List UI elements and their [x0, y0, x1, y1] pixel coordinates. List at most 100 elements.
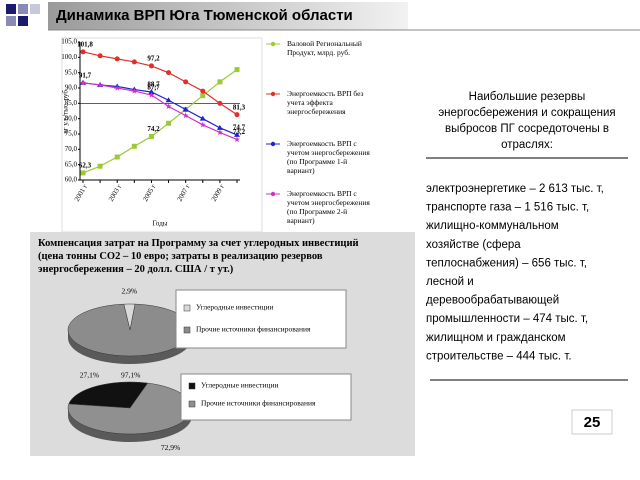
legend-box — [175, 289, 347, 349]
marker — [217, 100, 223, 106]
marker — [182, 106, 189, 112]
legend-swatch — [188, 382, 196, 390]
marker — [131, 143, 137, 149]
marker — [199, 121, 206, 128]
page-number-box — [571, 409, 613, 435]
legend-swatch — [183, 326, 191, 334]
pie-label: 97,1% — [121, 371, 140, 380]
marker — [233, 136, 241, 143]
legend-swatch — [183, 304, 191, 312]
legend-box — [180, 373, 352, 421]
legend-label: Энергоемкость ВРП без учета эффекта энерго… — [287, 89, 364, 116]
legend-swatch — [188, 400, 196, 408]
series-line — [82, 51, 238, 116]
marker — [148, 133, 154, 139]
data-label: 97,2 — [147, 55, 160, 63]
pie-label: 27,1% — [80, 371, 99, 380]
y-tick-label: 75,0 — [65, 130, 78, 138]
legend-label: Углеродные инвестиции — [201, 381, 278, 390]
panel-line: деревообрабатывающей — [426, 295, 559, 307]
marker — [234, 67, 240, 73]
panel-line: жилищно-коммунальном — [426, 220, 559, 232]
data-label: 74,2 — [147, 125, 160, 133]
marker — [183, 79, 189, 85]
marker — [199, 115, 206, 121]
pie-title: Компенсация затрат на Программу за счет … — [38, 238, 359, 275]
legend-box — [263, 136, 410, 180]
marker — [148, 91, 155, 98]
y-tick-label: 65,0 — [65, 160, 78, 168]
text-panel: Наибольшие резервы энергосбережения и сок… — [426, 91, 628, 381]
marker — [79, 79, 87, 86]
marker — [216, 129, 223, 136]
legend-label: Энергоемкость ВРП с учетом энергосбережен… — [287, 189, 370, 225]
pie-slice — [68, 381, 149, 409]
legend-label: Энергоемкость ВРП с учетом энергосбережен… — [287, 139, 370, 175]
panel-line: электроэнергетике – 2 613 тыс. т, — [426, 183, 604, 195]
marker — [114, 154, 120, 160]
marker — [234, 112, 240, 118]
marker — [216, 124, 223, 130]
panel-line: жилищном и гражданском — [426, 332, 566, 344]
series-line — [82, 69, 238, 174]
marker — [148, 88, 155, 94]
legend-marker — [270, 41, 276, 47]
panel-line: хозяйстве (сфера — [426, 239, 521, 251]
panel-line: строительстве – 444 тыс. т. — [426, 350, 572, 362]
series-line — [82, 82, 238, 136]
legend-label: Валовой Региональный Продукт, млрд. руб. — [287, 39, 362, 57]
marker — [80, 49, 86, 55]
panel-line: транспорте газа – 1 516 тыс. т, — [426, 202, 589, 214]
y-axis-title: кг у.т./тыс. руб. — [62, 88, 70, 134]
data-label: 73,2 — [233, 128, 246, 136]
pie-label: 2,9% — [122, 287, 138, 296]
marker — [234, 131, 240, 137]
legend-label: Углеродные инвестиции — [196, 303, 273, 312]
header-bar — [48, 2, 408, 30]
marker — [200, 93, 206, 99]
data-label: 87,7 — [147, 84, 160, 92]
data-label: 91,7 — [79, 71, 92, 79]
marker — [114, 56, 120, 62]
series-line — [82, 82, 238, 141]
marker — [97, 163, 103, 169]
marker — [166, 70, 172, 76]
legend-marker — [270, 141, 276, 147]
slide-title: Динамика ВРП Юга Тюменской области — [56, 7, 353, 24]
panel-line: теплоснабжения) – 656 тыс. т, — [426, 257, 587, 269]
marker — [131, 59, 137, 65]
y-tick-label: 80,0 — [65, 114, 78, 122]
legend-box — [263, 186, 410, 230]
page-number: 25 — [584, 414, 601, 431]
marker — [97, 53, 103, 59]
pie-label: 72,9% — [161, 443, 180, 452]
panel-heading: Наибольшие резервы — [469, 91, 586, 103]
pie-slice — [67, 382, 193, 435]
data-label: 62,3 — [79, 162, 92, 170]
panel-line: лесной и — [426, 276, 474, 288]
marker — [217, 79, 223, 85]
decor-squares — [6, 4, 40, 26]
x-axis-title: Годы — [153, 220, 168, 228]
legend-label: Прочие источники финансирования — [196, 325, 311, 334]
marker — [131, 87, 138, 94]
marker — [148, 63, 154, 69]
marker — [182, 112, 189, 119]
data-label: 81,3 — [233, 103, 246, 111]
marker — [165, 97, 172, 103]
panel-heading: энергосбережения и сокращения — [438, 107, 615, 119]
y-tick-label: 70,0 — [65, 145, 78, 153]
marker — [165, 103, 172, 109]
panel-heading: выбросов ПГ сосредоточены в — [445, 123, 609, 135]
y-tick-label: 85,0 — [65, 99, 78, 107]
legend-box — [263, 36, 410, 80]
data-label: 101,8 — [77, 40, 93, 48]
y-tick-label: 105,0 — [61, 38, 77, 46]
y-tick-label: 60,0 — [65, 176, 78, 184]
legend-marker — [270, 191, 276, 197]
marker — [114, 84, 121, 91]
marker — [200, 88, 206, 94]
marker — [97, 81, 104, 88]
marker — [80, 170, 86, 176]
panel-line: промышленности – 474 тыс. т, — [426, 313, 588, 325]
